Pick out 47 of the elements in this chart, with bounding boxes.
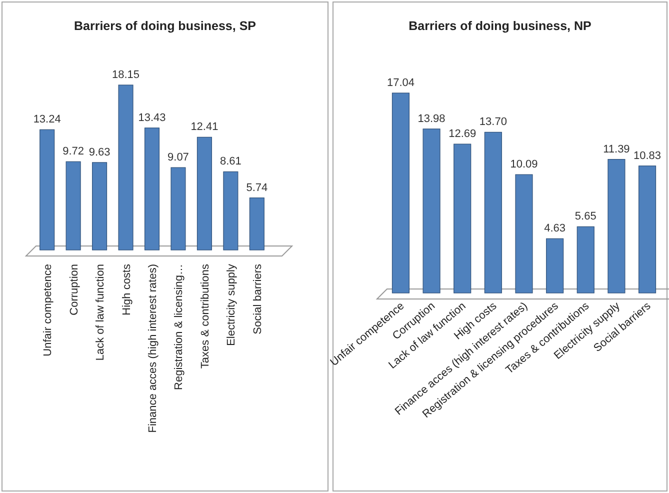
data-label: 12.41 [190, 121, 218, 134]
chart-title: Barriers of doing business, SP [74, 19, 256, 33]
bar [546, 238, 564, 294]
x-tick-label: Corruption [68, 264, 80, 316]
x-tick-label: Unfair competence [42, 264, 54, 356]
x-tick-label: Taxes & contributions [199, 264, 212, 369]
data-label: 4.63 [544, 222, 566, 235]
data-label: 13.24 [33, 114, 61, 126]
data-label: 13.98 [418, 112, 446, 125]
bar [484, 132, 502, 294]
x-tick-label: Lack of law function [94, 264, 107, 361]
bar [249, 198, 264, 250]
data-label: 13.43 [138, 112, 166, 124]
data-label: 18.15 [112, 69, 140, 81]
chart-title: Barriers of doing business, NP [408, 19, 592, 33]
data-label: 10.83 [634, 150, 662, 162]
data-label: 11.39 [603, 143, 630, 156]
x-tick-label: High costs [120, 264, 133, 316]
data-label: 13.70 [479, 116, 507, 128]
data-label: 9.72 [62, 146, 84, 158]
bar [144, 128, 160, 250]
data-label: 10.09 [510, 158, 538, 171]
x-tick-label: Electricity supply [226, 264, 238, 346]
data-label: 5.65 [574, 210, 596, 223]
bar [118, 84, 134, 250]
bar [608, 159, 626, 294]
bar [454, 144, 472, 294]
x-tick-label: Finance acces (high interest rates) [147, 264, 159, 433]
x-tick-label: Social barriers [252, 264, 264, 334]
data-label: 12.69 [448, 128, 476, 140]
data-label: 5.74 [246, 182, 268, 194]
bar [196, 136, 212, 250]
bar [223, 171, 238, 250]
bar [515, 174, 533, 294]
bar [422, 128, 440, 294]
bar [40, 129, 55, 250]
data-label: 9.07 [168, 152, 189, 164]
data-label: 9.63 [88, 146, 110, 158]
bar [392, 92, 410, 294]
bar [66, 161, 81, 250]
data-label: 17.04 [386, 77, 414, 89]
bar [170, 167, 186, 250]
bar [638, 166, 656, 294]
bar [576, 226, 594, 294]
bar [92, 162, 108, 250]
data-label: 8.61 [220, 156, 242, 168]
x-tick-label: Registration & licensing… [173, 264, 186, 390]
